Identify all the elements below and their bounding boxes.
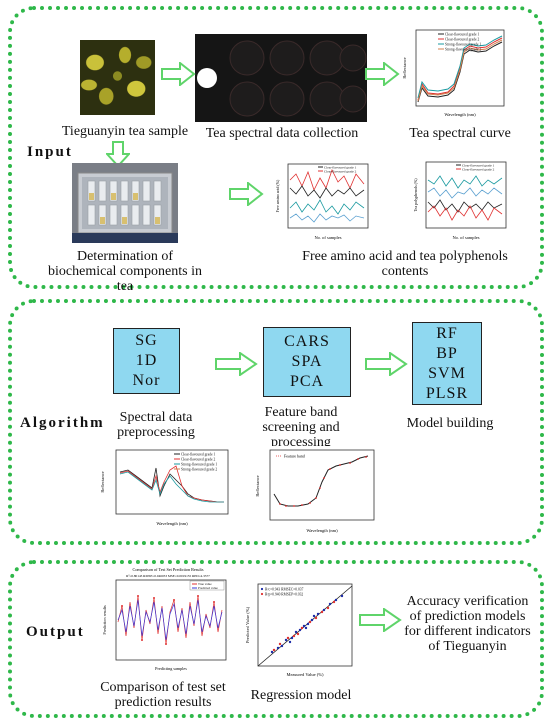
regression-caption: Regression model <box>250 688 352 703</box>
preprocessing-item-2: 1D <box>135 352 158 369</box>
regression-chart: R²c=0.943 RMSEC=0.037 R²p=0.940 RMSEP=0.… <box>242 580 356 680</box>
regression-ylabel: Predicted Value (%) <box>245 606 250 643</box>
arrow-down-icon <box>106 141 130 168</box>
comparison-legend-true: True value <box>198 582 212 586</box>
preprocessing-caption: Spectral data preprocessing <box>117 410 195 440</box>
comparison-xlabel: Predicting samples <box>155 666 187 671</box>
biochemical-caption: Determination of biochemical components … <box>48 249 202 294</box>
legend-item-1: Clear-flavoured grade 1 <box>445 33 479 37</box>
spectral-curve-chart: Clear-flavoured grade 1 Clear-flavoured … <box>398 24 510 124</box>
legend-item-4: Strong-flavoured grade 2 <box>445 48 481 52</box>
feat-xlabel: Wavelength (nm) <box>306 528 338 533</box>
regression-legend-pred: R²p=0.940 RMSEP=0.032 <box>265 592 303 596</box>
preprocessing-item-3: Nor <box>132 372 161 389</box>
feature-item-2: SPA <box>291 353 323 370</box>
arrow-right-icon <box>365 352 408 376</box>
legend-item-2: Clear-flavoured grade 2 <box>324 169 357 173</box>
comparison-ylabel: Prediction results <box>102 605 107 635</box>
legend-item-3: Strong-flavoured grade 1 <box>445 43 481 47</box>
algorithm-section-label: Algorithm <box>20 415 105 431</box>
comparison-title: Comparison of Test Set Prediction Result… <box>133 567 204 572</box>
preprocessed-spectra-chart: Clear-flavoured grade 1 Clear-flavoured … <box>94 446 234 530</box>
feature-item-3: PCA <box>289 373 325 390</box>
feature-screening-box: CARS SPA PCA <box>263 327 351 397</box>
model-item-2: BP <box>436 344 458 362</box>
feature-item-1: CARS <box>284 333 330 350</box>
comparison-legend-pred: Predicted value <box>198 586 218 590</box>
comparison-caption: Comparison of test set prediction result… <box>100 680 226 710</box>
arrow-right-icon <box>229 182 264 206</box>
pre-xlabel: Wavelength (nm) <box>156 521 188 526</box>
model-building-box: RF BP SVM PLSR <box>412 322 482 405</box>
preprocessing-item-1: SG <box>135 332 158 349</box>
comparison-subtitle: R²=0.80143 RMSE=0.046033 MSE=0.0019155 R… <box>126 574 210 578</box>
input-section-label: Input <box>27 144 73 160</box>
arrow-right-icon <box>161 62 196 86</box>
spectral-collection-image <box>195 34 367 122</box>
legend-item-4: Strong-flavoured grade 2 <box>181 468 217 472</box>
algorithm-panel <box>8 299 544 545</box>
sample-dish-grid <box>197 40 367 117</box>
amino-polyphenol-caption: Free amino acid and tea polyphenols cont… <box>302 249 508 279</box>
output-section-label: Output <box>26 624 85 640</box>
feature-screening-caption: Feature band screening and processing <box>262 405 340 450</box>
spectral-curve-caption: Tea spectral curve <box>409 126 511 141</box>
legend-item-1: Clear-flavoured grade 1 <box>324 165 357 169</box>
output-panel <box>8 560 544 718</box>
feature-band-legend: Feature band <box>284 454 305 459</box>
polyphenol-chart: Clear-flavoured grade 1 Clear-flavoured … <box>410 158 510 244</box>
arrow-right-icon <box>215 352 258 376</box>
spectral-ylabel: Reflectance <box>402 57 407 78</box>
polyphenol-ylabel: Tea polyphenols (%) <box>413 178 418 212</box>
legend-item-2: Clear-flavoured grade 2 <box>181 458 215 462</box>
arrow-right-icon <box>359 608 402 632</box>
spectral-collection-caption: Tea spectral data collection <box>205 126 359 141</box>
polyphenol-xlabel: No. of samples <box>452 235 479 240</box>
regression-xlabel: Measured Value (%) <box>287 672 324 677</box>
pre-ylabel: Reflectance <box>100 471 105 492</box>
tea-sample-caption: Tieguanyin tea sample <box>61 124 189 139</box>
feat-ylabel: Reflectance <box>255 475 260 496</box>
accuracy-caption: Accuracy verification of prediction mode… <box>404 594 531 654</box>
feature-band-chart: Feature band Wavelength (nm) Reflectance <box>250 446 380 538</box>
preprocessing-box: SG 1D Nor <box>113 328 180 394</box>
tea-sample-image <box>80 40 155 115</box>
amino-xlabel: No. of samples <box>314 235 341 240</box>
model-item-1: RF <box>436 324 458 342</box>
arrow-right-icon <box>365 62 400 86</box>
spectral-xlabel: Wavelength (nm) <box>444 112 476 117</box>
legend-item-1: Clear-flavoured grade 1 <box>181 453 215 457</box>
legend-item-2: Clear-flavoured grade 2 <box>445 38 479 42</box>
model-item-4: PLSR <box>425 384 469 402</box>
comparison-chart: Comparison of Test Set Prediction Result… <box>98 566 230 676</box>
input-panel <box>8 6 544 289</box>
legend-item-1: Clear-flavoured grade 1 <box>462 163 495 167</box>
amino-ylabel: Free amino acid (%) <box>275 179 280 212</box>
water-bath-image <box>72 163 178 243</box>
amino-acid-chart: Clear-flavoured grade 1 Clear-flavoured … <box>272 160 372 244</box>
legend-item-2: Clear-flavoured grade 2 <box>462 167 495 171</box>
model-item-3: SVM <box>428 364 466 382</box>
legend-item-3: Strong-flavoured grade 1 <box>181 463 217 467</box>
model-building-caption: Model building <box>406 416 494 431</box>
regression-legend-cal: R²c=0.943 RMSEC=0.037 <box>265 587 304 591</box>
